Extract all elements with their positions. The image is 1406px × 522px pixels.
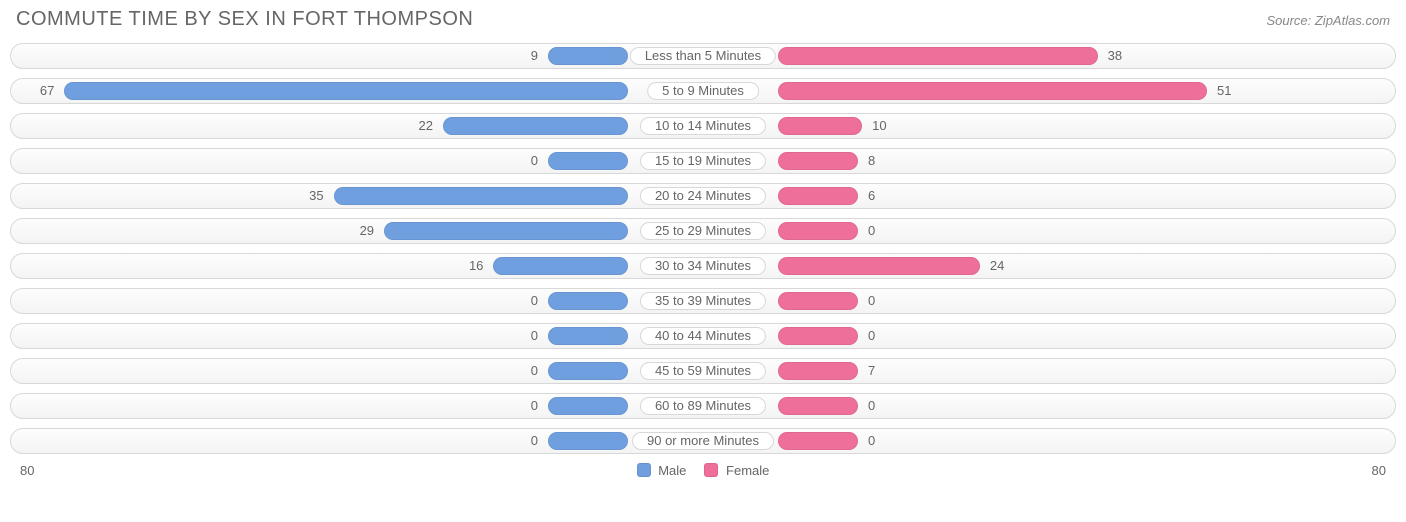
bar-female xyxy=(778,152,858,170)
bar-male xyxy=(548,432,628,450)
category-label: 30 to 34 Minutes xyxy=(640,257,766,275)
bar-male xyxy=(548,292,628,310)
bar-male xyxy=(64,82,628,100)
value-female: 51 xyxy=(1217,79,1231,103)
category-label: 10 to 14 Minutes xyxy=(640,117,766,135)
axis-max-right: 80 xyxy=(1346,463,1386,478)
bar-male xyxy=(493,257,628,275)
value-male: 67 xyxy=(40,79,54,103)
bar-female xyxy=(778,82,1207,100)
category-label: 5 to 9 Minutes xyxy=(647,82,759,100)
legend-swatch-female xyxy=(704,463,718,477)
value-female: 0 xyxy=(868,324,875,348)
legend: Male Female xyxy=(60,463,1346,478)
bar-male xyxy=(548,152,628,170)
value-male: 16 xyxy=(469,254,483,278)
category-label: 35 to 39 Minutes xyxy=(640,292,766,310)
value-male: 9 xyxy=(531,44,538,68)
legend-label-female: Female xyxy=(726,463,769,478)
chart-row: 0 0 90 or more Minutes xyxy=(10,428,1396,454)
category-label: 60 to 89 Minutes xyxy=(640,397,766,415)
value-female: 0 xyxy=(868,429,875,453)
category-label: 25 to 29 Minutes xyxy=(640,222,766,240)
chart-rows: 938Less than 5 Minutes67515 to 9 Minutes… xyxy=(10,43,1396,454)
legend-item-female: Female xyxy=(704,463,769,478)
value-female: 8 xyxy=(868,149,875,173)
chart-row: 0 0 35 to 39 Minutes xyxy=(10,288,1396,314)
category-label: 15 to 19 Minutes xyxy=(640,152,766,170)
chart-row: 0 8 15 to 19 Minutes xyxy=(10,148,1396,174)
value-female: 0 xyxy=(868,219,875,243)
legend-item-male: Male xyxy=(637,463,687,478)
bar-male xyxy=(548,327,628,345)
chart-title: COMMUTE TIME BY SEX IN FORT THOMPSON xyxy=(16,8,473,31)
chart-row: 0 0 60 to 89 Minutes xyxy=(10,393,1396,419)
value-male: 0 xyxy=(531,394,538,418)
bar-female xyxy=(778,432,858,450)
value-female: 7 xyxy=(868,359,875,383)
category-label: Less than 5 Minutes xyxy=(630,47,776,65)
value-male: 22 xyxy=(418,114,432,138)
bar-male xyxy=(384,222,628,240)
chart-row: 35 6 20 to 24 Minutes xyxy=(10,183,1396,209)
bar-male xyxy=(443,117,628,135)
value-female: 10 xyxy=(872,114,886,138)
value-female: 38 xyxy=(1108,44,1122,68)
bar-female xyxy=(778,187,858,205)
chart-row: 0 0 40 to 44 Minutes xyxy=(10,323,1396,349)
value-female: 24 xyxy=(990,254,1004,278)
value-male: 0 xyxy=(531,359,538,383)
axis-max-left: 80 xyxy=(20,463,60,478)
chart-row: 29 0 25 to 29 Minutes xyxy=(10,218,1396,244)
value-male: 35 xyxy=(309,184,323,208)
chart-footer: 80 Male Female 80 xyxy=(10,463,1396,478)
category-label: 90 or more Minutes xyxy=(632,432,774,450)
bar-female xyxy=(778,292,858,310)
bar-female xyxy=(778,257,980,275)
value-male: 0 xyxy=(531,324,538,348)
chart-header: COMMUTE TIME BY SEX IN FORT THOMPSON Sou… xyxy=(10,8,1396,31)
bar-female xyxy=(778,327,858,345)
bar-male xyxy=(334,187,628,205)
bar-female xyxy=(778,47,1098,65)
value-female: 6 xyxy=(868,184,875,208)
value-male: 29 xyxy=(360,219,374,243)
legend-swatch-male xyxy=(637,463,651,477)
bar-female xyxy=(778,397,858,415)
category-label: 20 to 24 Minutes xyxy=(640,187,766,205)
bar-male xyxy=(548,47,628,65)
chart-row: 67 51 5 to 9 Minutes xyxy=(10,78,1396,104)
chart-source: Source: ZipAtlas.com xyxy=(1266,13,1390,28)
legend-label-male: Male xyxy=(658,463,686,478)
bar-female xyxy=(778,362,858,380)
bar-female xyxy=(778,222,858,240)
bar-male xyxy=(548,362,628,380)
chart-row: 0 7 45 to 59 Minutes xyxy=(10,358,1396,384)
chart-row: 9 38 Less than 5 Minutes xyxy=(10,43,1396,69)
value-female: 0 xyxy=(868,289,875,313)
bar-female xyxy=(778,117,862,135)
value-female: 0 xyxy=(868,394,875,418)
category-label: 45 to 59 Minutes xyxy=(640,362,766,380)
chart-row: 16 24 30 to 34 Minutes xyxy=(10,253,1396,279)
value-male: 0 xyxy=(531,429,538,453)
chart-row: 22 10 10 to 14 Minutes xyxy=(10,113,1396,139)
value-male: 0 xyxy=(531,149,538,173)
bar-male xyxy=(548,397,628,415)
value-male: 0 xyxy=(531,289,538,313)
category-label: 40 to 44 Minutes xyxy=(640,327,766,345)
